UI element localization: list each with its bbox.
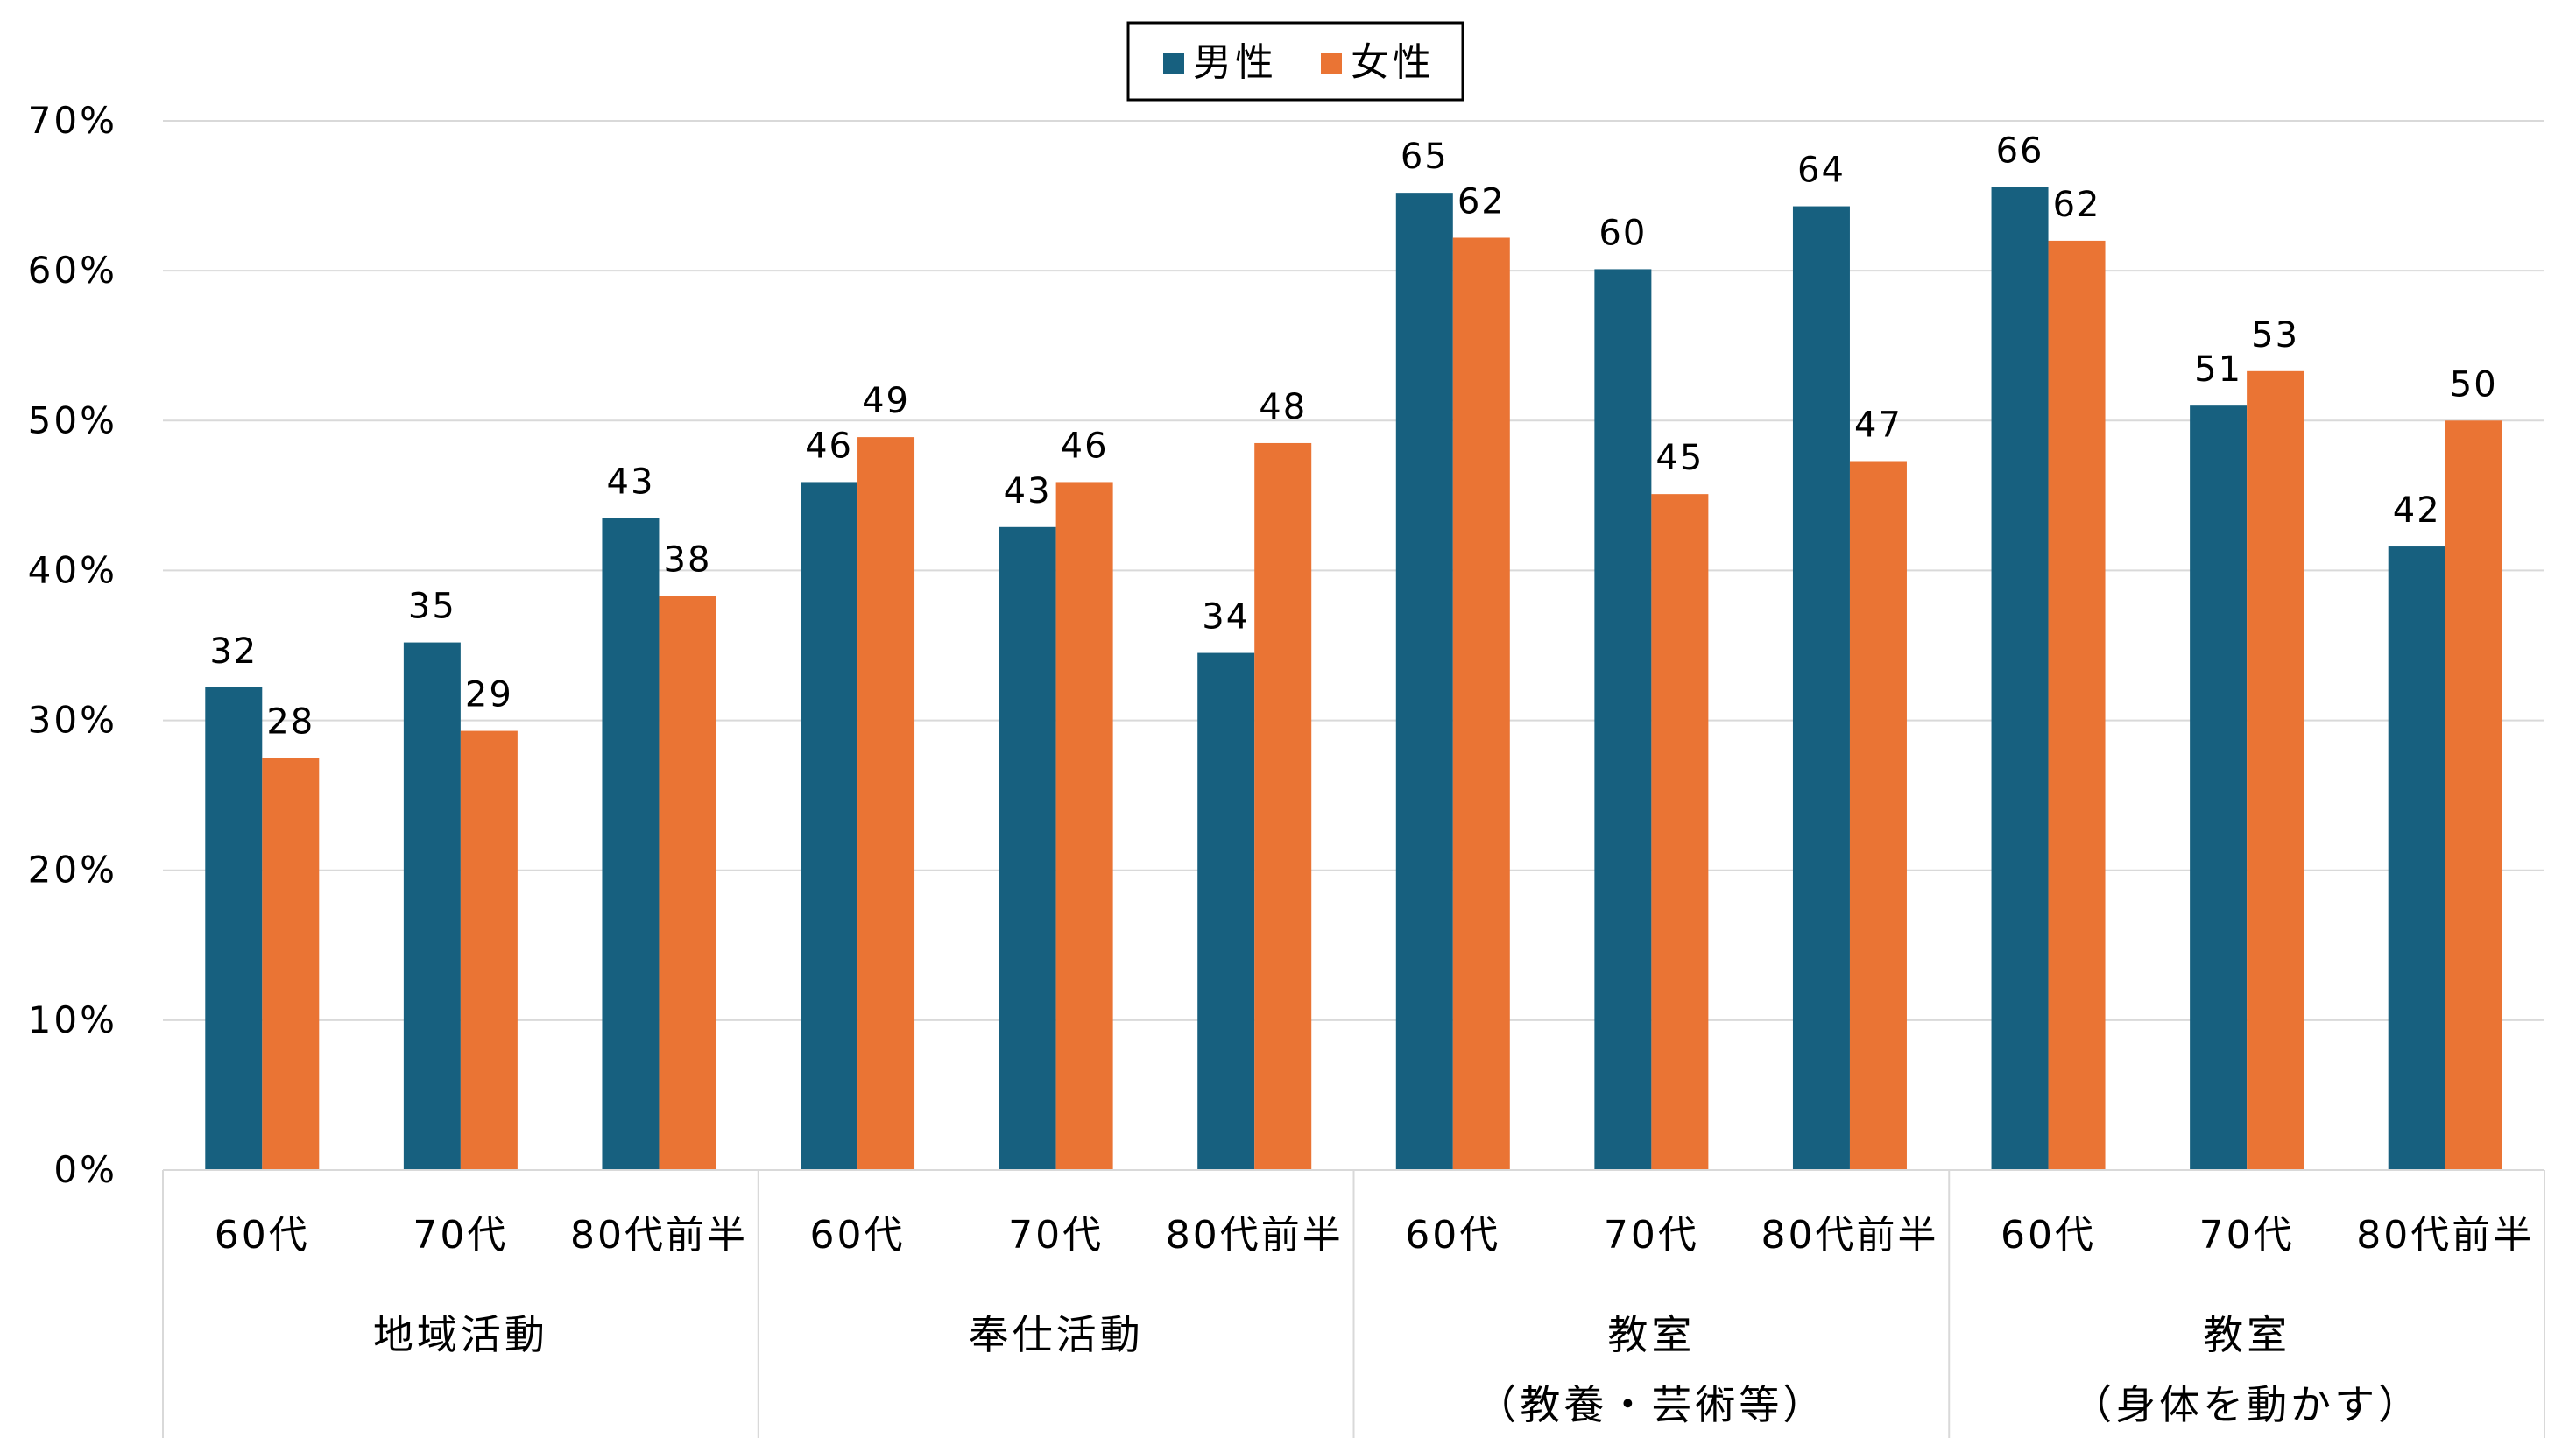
- group-label: 教室: [1607, 1311, 1695, 1358]
- bar-male: [999, 526, 1056, 1170]
- y-tick-label: 30%: [28, 699, 117, 742]
- bar-male: [1792, 206, 1850, 1171]
- bar-male: [1395, 193, 1453, 1171]
- y-tick-label: 0%: [53, 1148, 117, 1191]
- group-label: 奉仕活動: [969, 1311, 1144, 1358]
- data-label: 47: [1854, 405, 1902, 445]
- bar-female: [262, 758, 320, 1170]
- bar-female: [659, 596, 716, 1170]
- data-label: 29: [465, 675, 513, 715]
- bar-female: [1651, 494, 1709, 1170]
- x-tick-label: 70代: [413, 1213, 508, 1258]
- x-tick-label: 80代前半: [570, 1213, 748, 1258]
- x-tick-label: 60代: [215, 1213, 310, 1258]
- y-tick-label: 40%: [28, 548, 117, 591]
- legend-label: 男性: [1193, 40, 1277, 85]
- group-label-line2: （教養・芸術等）: [1476, 1381, 1826, 1428]
- bar-female: [2048, 240, 2106, 1170]
- y-tick-label: 70%: [28, 99, 117, 142]
- legend-label: 女性: [1351, 40, 1435, 85]
- data-label: 35: [408, 587, 456, 627]
- data-label: 65: [1401, 137, 1449, 177]
- bar-female: [2445, 420, 2502, 1170]
- bar-male: [2190, 405, 2248, 1171]
- x-tick-label: 70代: [1008, 1213, 1104, 1258]
- data-label: 48: [1259, 387, 1307, 427]
- bar-female: [2247, 370, 2304, 1170]
- bar-female: [1849, 461, 1907, 1170]
- data-label: 42: [2393, 490, 2441, 531]
- data-label: 62: [1457, 181, 1506, 222]
- data-label: 43: [1004, 471, 1052, 511]
- bar-male: [1594, 269, 1652, 1171]
- bar-male: [205, 687, 263, 1170]
- data-label: 28: [266, 701, 314, 742]
- y-tick-label: 60%: [28, 249, 117, 292]
- data-label: 34: [1202, 597, 1250, 638]
- labels: 0%10%20%30%40%50%60%70%32354346433465606…: [28, 99, 2534, 1428]
- data-label: 32: [209, 631, 258, 672]
- data-label: 62: [2053, 185, 2101, 225]
- gridlines: [163, 120, 2544, 1021]
- legend: 男性 女性: [1126, 21, 1464, 102]
- y-tick-label: 50%: [28, 398, 117, 441]
- bar-female: [1254, 442, 1312, 1170]
- bar-male: [1197, 652, 1255, 1170]
- bar-female: [1055, 482, 1113, 1170]
- bar-male: [1991, 187, 2049, 1170]
- group-label: 教室: [2203, 1311, 2290, 1358]
- x-tick-label: 60代: [2001, 1213, 2096, 1258]
- x-tick-label: 60代: [810, 1213, 906, 1258]
- x-tick-label: 70代: [2199, 1213, 2295, 1258]
- data-label: 49: [862, 381, 910, 421]
- group-label-line2: （身体を動かす）: [2071, 1381, 2422, 1428]
- y-tick-label: 20%: [28, 849, 117, 892]
- bar-male: [403, 642, 461, 1170]
- data-label: 50: [2450, 364, 2498, 405]
- bars: [205, 187, 2502, 1171]
- data-label: 45: [1655, 438, 1704, 478]
- group-label: 地域活動: [373, 1311, 548, 1358]
- bar-female: [1452, 237, 1510, 1170]
- data-label: 64: [1797, 151, 1846, 191]
- bar-female: [857, 437, 915, 1170]
- data-label: 46: [1061, 426, 1109, 466]
- data-label: 43: [607, 462, 655, 503]
- data-label: 53: [2251, 315, 2299, 356]
- bar-female: [460, 730, 518, 1170]
- data-label: 38: [664, 540, 712, 581]
- bar-male: [2388, 546, 2445, 1170]
- data-label: 51: [2194, 349, 2242, 390]
- x-tick-label: 60代: [1405, 1213, 1500, 1258]
- data-label: 66: [1996, 130, 2044, 171]
- x-tick-label: 70代: [1604, 1213, 1699, 1258]
- data-label: 46: [805, 426, 853, 466]
- x-tick-label: 80代前半: [1761, 1213, 1938, 1258]
- bar-male: [602, 518, 660, 1170]
- legend-swatch: [1163, 53, 1184, 74]
- x-tick-label: 80代前半: [1166, 1213, 1344, 1258]
- bar-male: [801, 482, 858, 1170]
- axes: [162, 1169, 2545, 1438]
- data-label: 60: [1599, 213, 1647, 253]
- y-tick-label: 10%: [28, 998, 117, 1041]
- x-tick-label: 80代前半: [2356, 1213, 2534, 1258]
- legend-swatch: [1321, 53, 1342, 74]
